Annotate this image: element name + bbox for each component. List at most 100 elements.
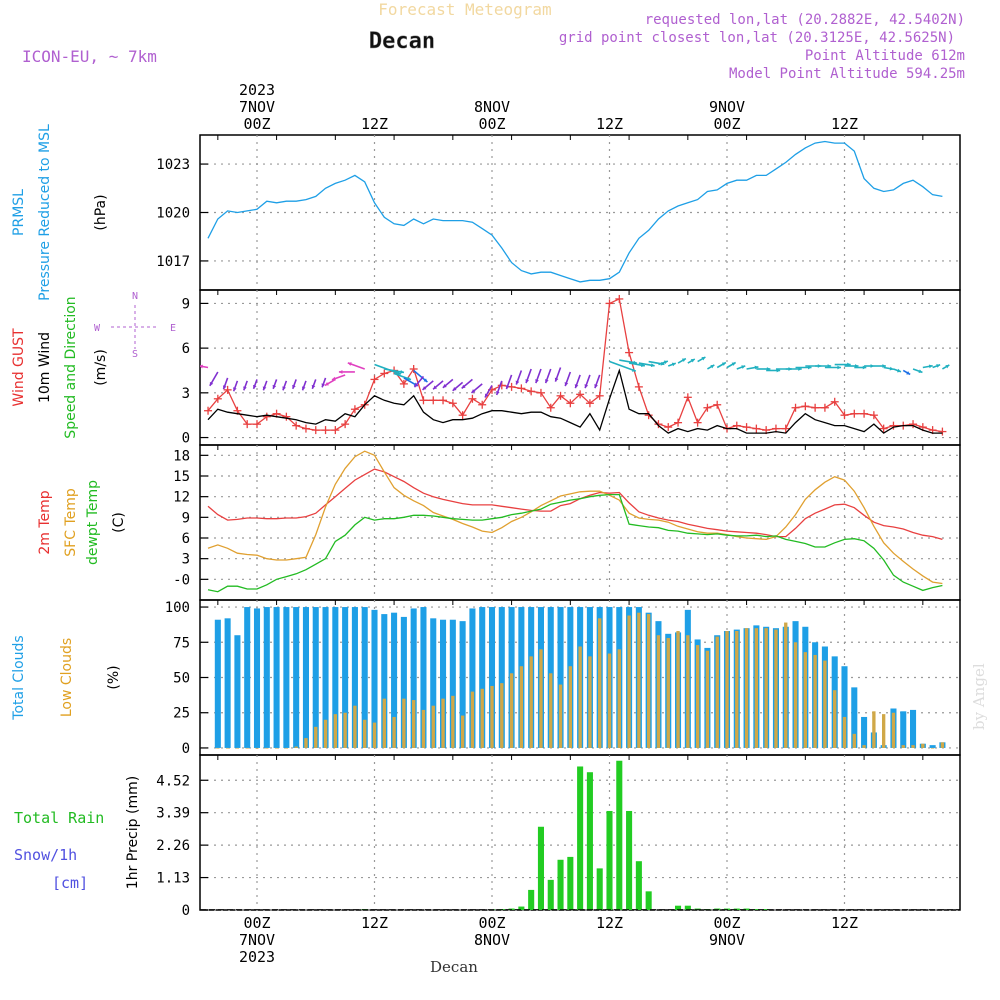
wind-arrow xyxy=(864,364,875,368)
gust-marker xyxy=(840,411,849,420)
station-name: Decan xyxy=(369,29,435,54)
gust-marker xyxy=(634,382,643,391)
gust-marker xyxy=(644,411,653,420)
y-tick-label: 6 xyxy=(182,341,190,357)
bar-clouds-1 xyxy=(833,690,837,748)
gust-marker xyxy=(605,299,614,308)
bar-precip-0 xyxy=(596,868,603,910)
wind-arrow xyxy=(687,358,696,364)
bar-clouds-1 xyxy=(637,612,641,748)
bar-clouds-1 xyxy=(255,747,259,749)
bar-clouds-1 xyxy=(852,733,856,748)
panel-plot-area xyxy=(200,294,950,436)
bar-clouds-1 xyxy=(539,649,543,748)
gust-marker xyxy=(311,426,320,435)
bar-clouds-1 xyxy=(431,705,435,748)
wind-arrow xyxy=(413,375,425,388)
wind-arrow xyxy=(282,380,288,391)
gust-marker xyxy=(625,348,634,357)
panel-label: 10m Wind xyxy=(37,332,53,403)
gust-marker xyxy=(781,424,790,433)
compass-letter: N xyxy=(132,291,138,302)
wind-arrow xyxy=(609,360,637,372)
bar-clouds-1 xyxy=(930,747,935,749)
wind-arrow xyxy=(222,377,229,390)
bar-clouds-0 xyxy=(381,614,388,748)
bar-clouds-1 xyxy=(793,642,798,748)
wind-arrow xyxy=(442,378,454,389)
panel-label: Pressure Reduced to MSL xyxy=(37,124,53,301)
gust-marker xyxy=(654,420,663,429)
bar-clouds-0 xyxy=(498,607,505,748)
bar-clouds-1 xyxy=(274,747,279,749)
bar-clouds-1 xyxy=(558,684,563,748)
bar-clouds-0 xyxy=(283,607,290,748)
y-tick-label: 1023 xyxy=(156,157,190,173)
bottom-axis-label: 12Z xyxy=(596,914,623,932)
bar-clouds-1 xyxy=(568,666,573,748)
bar-clouds-1 xyxy=(646,614,651,748)
bar-clouds-1 xyxy=(363,719,367,748)
panel-label: 2m Temp xyxy=(37,490,53,554)
bar-clouds-0 xyxy=(910,709,917,748)
gust-marker xyxy=(419,396,428,405)
wind-arrow xyxy=(535,368,542,384)
bar-clouds-0 xyxy=(851,687,858,748)
y-tick-label: 25 xyxy=(173,706,190,722)
panel-label: (hPa) xyxy=(93,194,109,230)
wind-arrow xyxy=(554,367,562,382)
grid-point-coords: grid point closest lon,lat (20.3125E, 42… xyxy=(559,30,955,46)
series-line-pressure xyxy=(207,140,943,283)
bar-precip-0 xyxy=(635,861,642,910)
wind-arrow xyxy=(291,379,297,390)
y-tick-label: 3 xyxy=(182,552,190,568)
wind-arrow xyxy=(854,365,867,370)
bottom-axis-label: 12Z xyxy=(361,914,388,932)
wind-arrow xyxy=(384,368,405,374)
bar-clouds-0 xyxy=(420,607,427,748)
bar-clouds-1 xyxy=(480,688,484,748)
bar-clouds-1 xyxy=(627,615,631,748)
bar-clouds-1 xyxy=(686,635,690,748)
bottom-axis-label: 00Z xyxy=(713,914,740,932)
panel-plot-area xyxy=(214,607,946,749)
gust-marker xyxy=(253,420,261,429)
bar-clouds-1 xyxy=(353,705,357,748)
gust-marker xyxy=(223,385,232,394)
panel-label: Low Clouds xyxy=(59,638,75,717)
bar-clouds-0 xyxy=(469,608,476,748)
bar-clouds-0 xyxy=(430,618,437,748)
panel-label: (m/s) xyxy=(93,349,109,386)
y-tick-label: 1020 xyxy=(156,206,190,222)
panel-plot-area xyxy=(207,140,943,283)
wind-arrow xyxy=(902,369,911,376)
wind-arrow xyxy=(707,364,715,370)
gust-marker xyxy=(478,400,487,409)
wind-arrow xyxy=(726,361,737,369)
y-tick-label: 6 xyxy=(182,531,190,547)
wind-arrow xyxy=(667,362,677,367)
wind-arrow xyxy=(232,380,239,392)
bar-precip-0 xyxy=(606,810,613,910)
bar-clouds-0 xyxy=(224,618,231,748)
gust-marker xyxy=(331,426,340,435)
gust-marker xyxy=(693,418,702,427)
wind-arrow xyxy=(736,365,746,370)
series-line-wind xyxy=(207,368,943,434)
panel-precip: 0 1.13 2.26 3.39 4.52 Total Rain Snow/1h [cm] 1h… xyxy=(14,754,961,919)
bar-clouds-1 xyxy=(529,656,533,748)
bar-clouds-1 xyxy=(411,700,416,748)
panels: 1017 1020 1023 PRMSL Pressure Reduced to MSL… xyxy=(11,124,961,919)
gust-marker xyxy=(380,369,389,378)
wind-arrow xyxy=(495,380,503,396)
bar-precip-0 xyxy=(567,856,574,910)
y-tick-label: 1017 xyxy=(156,254,190,270)
bar-clouds-0 xyxy=(479,607,486,748)
wind-arrow xyxy=(912,368,923,374)
bar-clouds-1 xyxy=(666,638,670,748)
panel-label: Speed and Direction xyxy=(63,296,79,438)
bar-clouds-0 xyxy=(322,607,329,748)
wind-arrow xyxy=(697,356,706,363)
bar-clouds-1 xyxy=(891,712,896,748)
